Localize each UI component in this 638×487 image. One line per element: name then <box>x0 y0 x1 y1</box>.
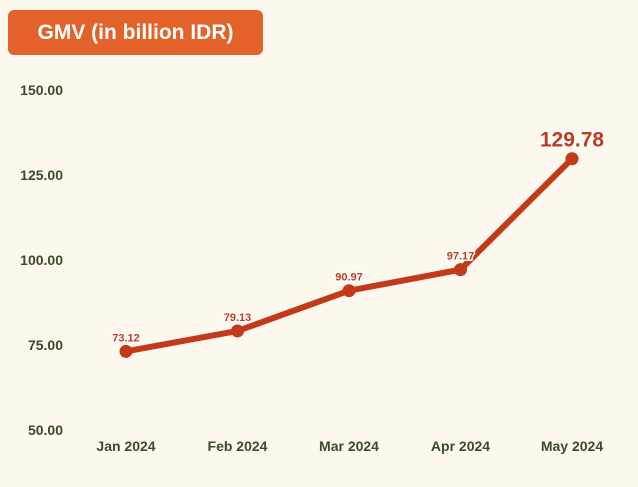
data-label: 97.17 <box>447 251 475 263</box>
y-tick-label: 50.00 <box>28 422 63 438</box>
x-tick-label: Jan 2024 <box>96 438 155 454</box>
x-tick-label: Mar 2024 <box>319 438 379 454</box>
y-tick-label: 150.00 <box>20 82 63 98</box>
data-label: 90.97 <box>335 272 363 284</box>
x-tick-label: Apr 2024 <box>431 438 490 454</box>
data-label: 79.13 <box>224 312 252 324</box>
data-point <box>454 263 467 277</box>
series-line <box>123 155 575 355</box>
x-tick-label: May 2024 <box>541 438 603 454</box>
x-tick-label: Feb 2024 <box>208 438 268 454</box>
data-label: 129.78 <box>540 129 605 152</box>
data-point <box>119 344 133 358</box>
y-tick-label: 75.00 <box>28 337 63 353</box>
data-point <box>342 284 356 298</box>
series-lines <box>123 155 575 355</box>
data-labels: 73.12 79.13 90.97 97.17 129.78 <box>111 127 606 346</box>
y-tick-label: 100.00 <box>20 252 63 268</box>
data-point <box>231 324 244 338</box>
y-tick-label: 125.00 <box>20 167 63 183</box>
x-axis-ticks: Jan 2024 Feb 2024 Mar 2024 Apr 2024 May 2024 <box>96 438 603 454</box>
chart-title: GMV (in billion IDR) <box>8 10 263 55</box>
y-axis-ticks: 50.00 75.00 100.00 125.00 150.00 <box>20 82 63 438</box>
data-point <box>565 152 579 166</box>
data-label: 73.12 <box>112 332 140 344</box>
series-points <box>119 152 579 358</box>
